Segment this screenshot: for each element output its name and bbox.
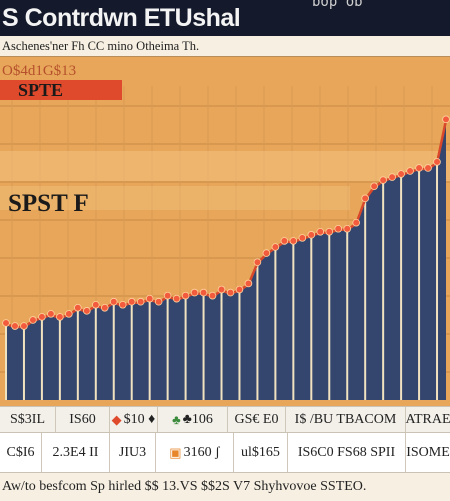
data-point xyxy=(262,249,271,257)
table-cell: ISOME xyxy=(406,445,450,460)
box-icon: ▣ xyxy=(169,445,182,460)
data-point xyxy=(145,294,154,303)
area-fill xyxy=(6,120,446,400)
data-point xyxy=(208,291,217,300)
data-point xyxy=(280,237,289,245)
title-bar: S Contrdwn ETUshal bop ob xyxy=(0,0,450,36)
data-point xyxy=(289,237,298,245)
top-tag: O$4d1G$13 xyxy=(2,63,77,79)
chart-area[interactable] xyxy=(0,56,450,406)
table-cell-text: ♣106 xyxy=(182,412,213,427)
data-point xyxy=(109,297,118,306)
data-point xyxy=(334,224,343,233)
table-cell-text: $10 ♦ xyxy=(123,412,156,427)
highlight-band xyxy=(0,186,350,210)
data-point xyxy=(253,258,262,267)
table-cell: ul$165 xyxy=(234,433,288,473)
data-point xyxy=(415,164,423,172)
data-point xyxy=(325,228,334,236)
data-point xyxy=(91,300,100,309)
table-cell: C$I6 xyxy=(0,433,42,473)
subtitle-bar: Aschenes'ner Fh CC mino Otheima Th. xyxy=(0,36,450,57)
table-cell[interactable]: ♣ ♣106 xyxy=(158,407,228,433)
data-point xyxy=(352,218,361,227)
data-point xyxy=(388,173,396,181)
table-cell: ATRAE xyxy=(405,412,450,427)
data-point xyxy=(361,194,369,203)
table-cell[interactable]: ◆ $10 ♦ xyxy=(110,407,158,433)
data-point xyxy=(442,115,450,124)
app-title: S Contrdwn ETUshal xyxy=(2,4,241,32)
corner-text: bop ob xyxy=(312,0,363,10)
data-point xyxy=(136,297,145,306)
data-point xyxy=(172,294,181,303)
data-point xyxy=(343,224,352,233)
table-cell: IS60 xyxy=(56,407,110,433)
data-point xyxy=(11,322,19,330)
data-point xyxy=(118,300,127,309)
banner-label: SPTE xyxy=(18,80,64,100)
data-point xyxy=(217,285,226,294)
table-cell: S$3IL xyxy=(0,407,56,433)
table-cell: JIU3 xyxy=(110,433,156,473)
data-point xyxy=(56,313,64,321)
table-cell: GS€ E0 xyxy=(228,407,286,433)
data-point xyxy=(316,228,325,236)
data-point xyxy=(163,291,172,300)
data-point xyxy=(2,319,10,327)
data-point xyxy=(226,288,235,297)
data-point xyxy=(379,176,387,184)
data-point xyxy=(298,234,307,242)
data-point xyxy=(235,285,244,294)
footer-bar: Aw/to besfcom Sp hirled $$ 13.VS $$2S V7… xyxy=(0,472,450,501)
data-point xyxy=(181,291,190,300)
data-point xyxy=(307,231,316,239)
data-point xyxy=(244,279,253,288)
table-row: S$3IL IS60 ◆ $10 ♦ ♣ ♣106 GS€ E0 I$ /BU TB… xyxy=(0,406,450,433)
data-point xyxy=(38,313,46,321)
highlight-band xyxy=(0,151,450,181)
data-point xyxy=(154,297,163,306)
data-point xyxy=(47,310,55,318)
data-point xyxy=(74,304,82,312)
data-point xyxy=(271,243,280,251)
data-point xyxy=(83,307,91,315)
data-point xyxy=(397,170,405,178)
table-row: C$I6 2.3E4 II JIU3 ▣ 3160 ʃ ul$165 IS6C0 … xyxy=(0,432,450,473)
data-point xyxy=(406,167,414,175)
data-point xyxy=(65,310,73,318)
red-banner: SPTE xyxy=(0,80,122,100)
data-point xyxy=(433,158,441,166)
table-cell-text: 3160 ʃ xyxy=(183,445,220,460)
data-point xyxy=(100,304,109,312)
data-point xyxy=(424,164,432,172)
data-point xyxy=(127,297,136,306)
table-cell: 2.3E4 II xyxy=(42,433,110,473)
mid-label: SPST F xyxy=(8,190,89,217)
table-cell: I$ /BU TBACOM xyxy=(286,407,406,433)
data-point xyxy=(190,288,199,297)
data-point xyxy=(20,322,28,330)
data-point xyxy=(370,182,378,190)
diamond-icon: ◆ xyxy=(111,412,122,427)
data-point xyxy=(29,316,37,324)
area-chart xyxy=(0,86,450,400)
table-cell[interactable]: ▣ 3160 ʃ xyxy=(156,433,234,473)
data-point xyxy=(199,288,208,297)
footer-text: Aw/to besfcom Sp hirled $$ 13.VS $$2S V7… xyxy=(2,479,367,494)
table-cell: IS6C0 FS68 SPII xyxy=(288,433,406,473)
subtitle-text: Aschenes'ner Fh CC mino Otheima Th. xyxy=(2,39,200,53)
leaf-icon: ♣ xyxy=(172,412,181,427)
